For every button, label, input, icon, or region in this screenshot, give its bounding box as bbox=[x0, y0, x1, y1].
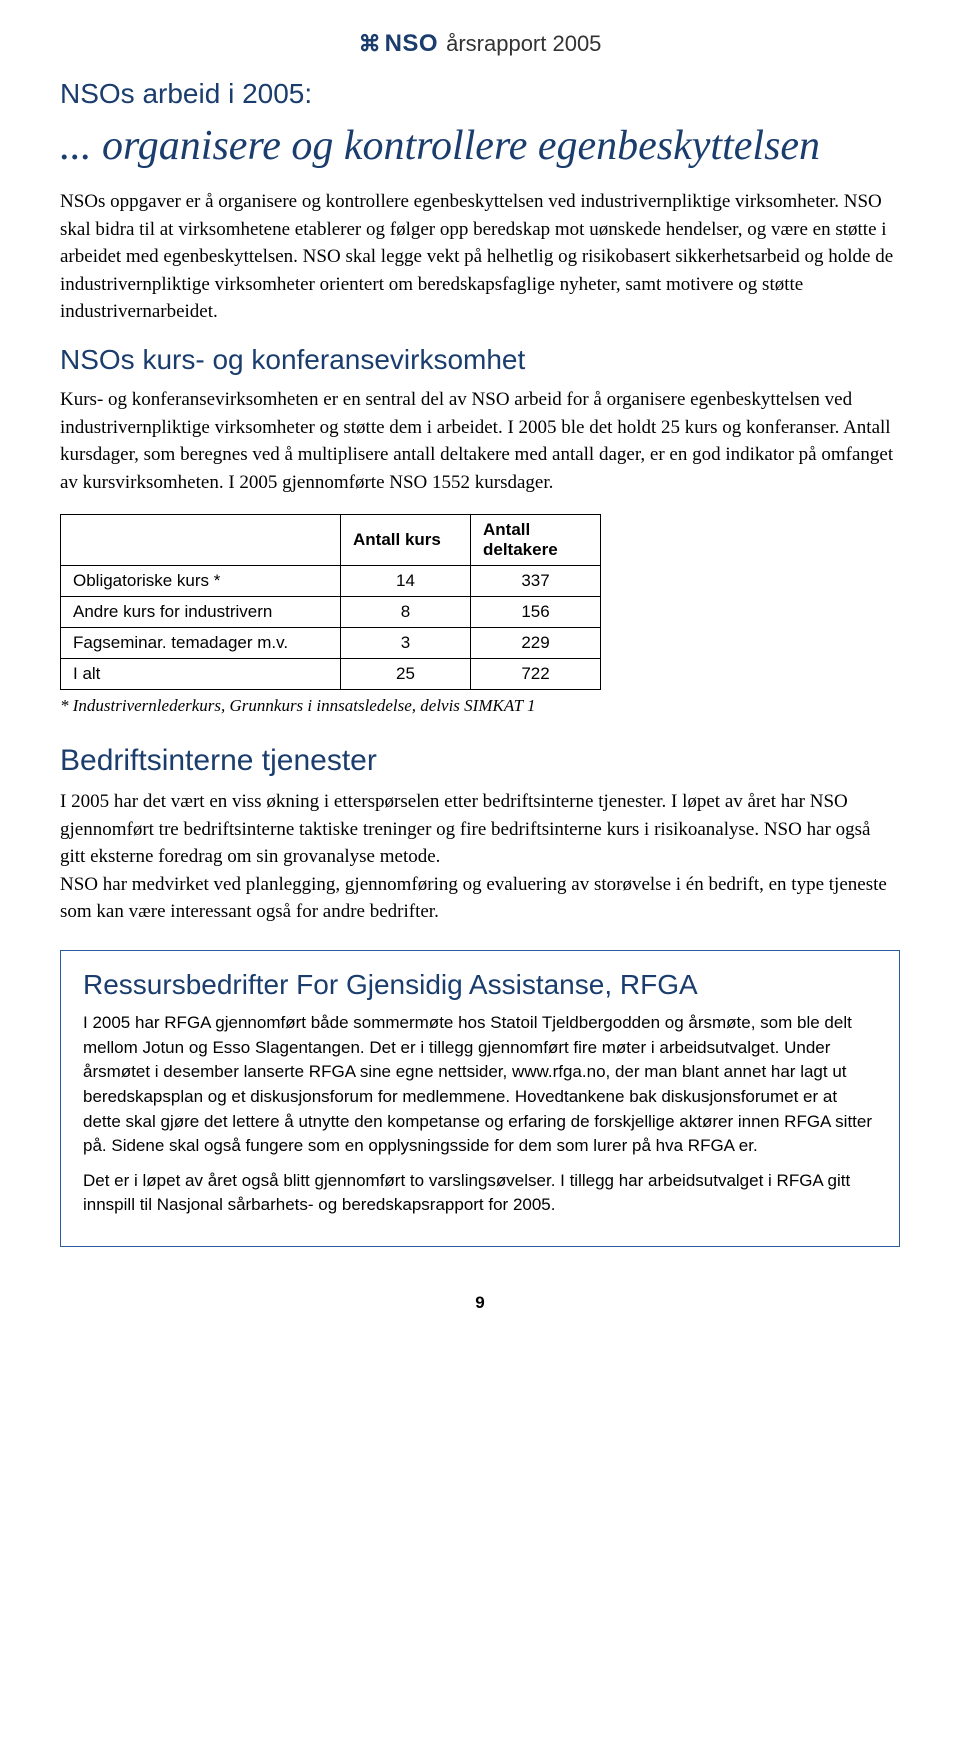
table-row-total: I alt 25 722 bbox=[61, 659, 601, 690]
table-row: Fagseminar. temadager m.v. 3 229 bbox=[61, 628, 601, 659]
header-title: årsrapport 2005 bbox=[446, 31, 601, 57]
kurs-table: Antall kurs Antall deltakere Obligatoris… bbox=[60, 514, 601, 690]
table-cell-num: 722 bbox=[471, 659, 601, 690]
table-cell-label: Obligatoriske kurs * bbox=[61, 566, 341, 597]
table-cell-num: 156 bbox=[471, 597, 601, 628]
logo: ⌘ NSO bbox=[359, 30, 439, 58]
rfga-heading: Ressursbedrifter For Gjensidig Assistans… bbox=[83, 969, 877, 1001]
table-header-kurs: Antall kurs bbox=[341, 515, 471, 566]
table-cell-num: 337 bbox=[471, 566, 601, 597]
table-footnote: * Industrivernlederkurs, Grunnkurs i inn… bbox=[60, 696, 900, 716]
bedrift-heading: Bedriftsinterne tjenester bbox=[60, 744, 900, 778]
table-cell-num: 8 bbox=[341, 597, 471, 628]
logo-text: NSO bbox=[385, 30, 439, 58]
header: ⌘ NSO årsrapport 2005 bbox=[60, 30, 900, 58]
table-row: Andre kurs for industrivern 8 156 bbox=[61, 597, 601, 628]
table-header-empty bbox=[61, 515, 341, 566]
table-header-deltakere: Antall deltakere bbox=[471, 515, 601, 566]
italic-title: ... organisere og kontrollere egenbeskyt… bbox=[60, 122, 900, 170]
logo-icon: ⌘ bbox=[359, 31, 381, 57]
table-cell-num: 14 bbox=[341, 566, 471, 597]
kurs-heading: NSOs kurs- og konferansevirksomhet bbox=[60, 344, 900, 376]
table-cell-num: 229 bbox=[471, 628, 601, 659]
bedrift-paragraph: I 2005 har det vært en viss økning i ett… bbox=[60, 788, 900, 926]
table-cell-label: I alt bbox=[61, 659, 341, 690]
main-heading: NSOs arbeid i 2005: bbox=[60, 78, 900, 110]
page-number: 9 bbox=[60, 1293, 900, 1313]
table-cell-num: 25 bbox=[341, 659, 471, 690]
table-cell-num: 3 bbox=[341, 628, 471, 659]
rfga-box: Ressursbedrifter For Gjensidig Assistans… bbox=[60, 950, 900, 1247]
rfga-para-1: I 2005 har RFGA gjennomført både sommerm… bbox=[83, 1011, 877, 1159]
table-row: Obligatoriske kurs * 14 337 bbox=[61, 566, 601, 597]
kurs-paragraph: Kurs- og konferansevirksomheten er en se… bbox=[60, 386, 900, 496]
rfga-para-2: Det er i løpet av året også blitt gjenno… bbox=[83, 1169, 877, 1218]
table-cell-label: Fagseminar. temadager m.v. bbox=[61, 628, 341, 659]
table-header-row: Antall kurs Antall deltakere bbox=[61, 515, 601, 566]
intro-paragraph: NSOs oppgaver er å organisere og kontrol… bbox=[60, 188, 900, 326]
table-cell-label: Andre kurs for industrivern bbox=[61, 597, 341, 628]
